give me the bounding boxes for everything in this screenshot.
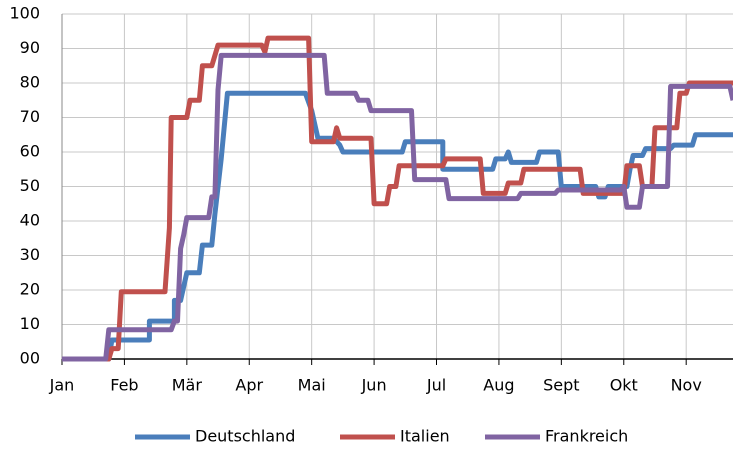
legend-label: Italien	[400, 427, 450, 446]
x-tick-label: Aug	[483, 376, 514, 395]
y-tick-label: 00	[20, 349, 40, 368]
x-tick-label: Jul	[426, 376, 446, 395]
y-tick-label: 10	[20, 314, 40, 333]
x-tick-label: Mai	[298, 376, 326, 395]
x-tick-label: Jan	[49, 376, 75, 395]
x-tick-label: Feb	[110, 376, 138, 395]
series-line	[62, 52, 733, 362]
y-tick-label: 90	[20, 38, 40, 57]
series-line	[62, 90, 733, 362]
y-tick-label: 40	[20, 211, 40, 230]
x-tick-label: Apr	[235, 376, 263, 395]
series-line	[62, 35, 733, 362]
legend-label: Deutschland	[195, 427, 295, 446]
legend-label: Frankreich	[545, 427, 628, 446]
y-tick-label: 30	[20, 245, 40, 264]
y-tick-label: 70	[20, 107, 40, 126]
x-tick-label: Mär	[172, 376, 203, 395]
y-tick-label: 60	[20, 142, 40, 161]
y-tick-label: 20	[20, 280, 40, 299]
y-tick-label: 80	[20, 73, 40, 92]
x-tick-label: Okt	[610, 376, 638, 395]
x-tick-label: Sept	[543, 376, 579, 395]
y-tick-label: 100	[9, 4, 40, 23]
x-tick-label: Jun	[361, 376, 387, 395]
x-tick-label: Nov	[671, 376, 702, 395]
y-tick-label: 50	[20, 176, 40, 195]
